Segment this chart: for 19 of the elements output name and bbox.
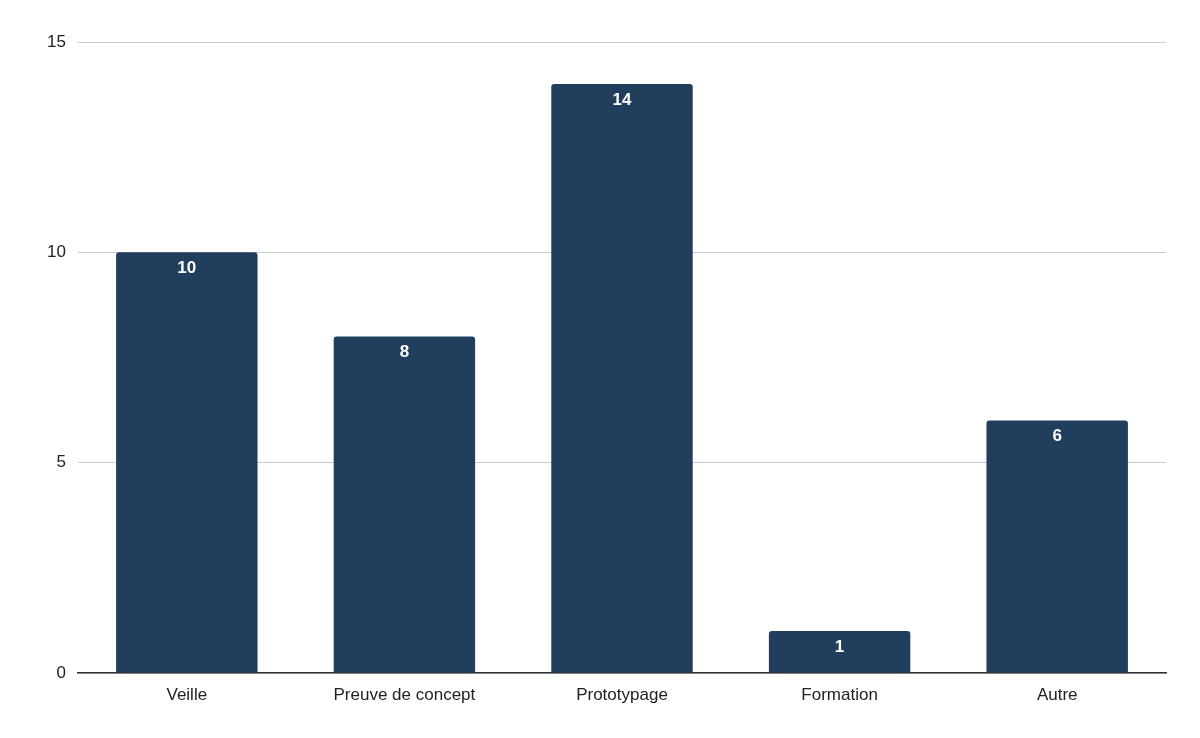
bar: [986, 420, 1128, 673]
data-label: 8: [399, 342, 410, 362]
bar: [768, 630, 911, 673]
bar: [116, 252, 258, 673]
x-tick-label: Preuve de concept: [333, 684, 476, 704]
bar: [333, 336, 476, 673]
x-tick-label: Veille: [166, 684, 208, 704]
y-tick-label: 10: [47, 242, 66, 262]
x-tick-label: Autre: [1036, 684, 1078, 704]
bar: [551, 84, 693, 673]
y-tick-label: 0: [56, 662, 66, 682]
data-label: 6: [1052, 426, 1062, 446]
y-tick-label: 15: [47, 31, 66, 51]
x-tick-label: Formation: [801, 684, 878, 704]
data-label: 14: [612, 89, 632, 109]
x-tick-label: Prototypage: [576, 684, 668, 704]
data-label: 1: [834, 636, 845, 656]
data-label: 10: [177, 258, 197, 278]
y-tick-label: 5: [56, 452, 66, 472]
